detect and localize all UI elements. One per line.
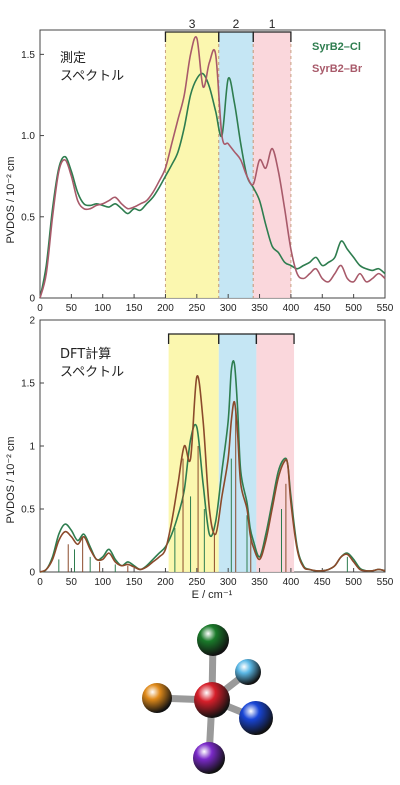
y-axis-label-bottom: PVDOS / 10⁻² cm (5, 436, 17, 523)
region-bracket (252, 31, 292, 42)
region-band (168, 334, 219, 572)
x-tick-label: 100 (94, 577, 111, 588)
annotation-dft-line2: スペクトル (60, 365, 124, 380)
y-axis-label-top: PVDOS / 10⁻² cm (5, 156, 17, 243)
y-tick-label: 0.5 (21, 212, 35, 223)
x-tick-label: 500 (345, 303, 362, 314)
x-tick-label: 550 (377, 303, 394, 314)
x-tick-label: 350 (251, 303, 268, 314)
x-tick-label: 200 (157, 577, 174, 588)
x-tick-label: 450 (314, 303, 331, 314)
x-tick-label: 150 (126, 303, 143, 314)
atom-left (142, 683, 172, 713)
x-tick-label: 100 (94, 303, 111, 314)
atom-center (194, 682, 230, 718)
y-tick-label: 0.5 (21, 505, 35, 516)
x-tick-label: 0 (37, 577, 43, 588)
x-tick-label: 450 (314, 577, 331, 588)
annotation-dft-line1: DFT計算 (60, 346, 111, 362)
x-tick-label: 300 (220, 303, 237, 314)
y-tick-label: 2 (29, 316, 35, 327)
region-bracket (255, 333, 295, 344)
x-tick-label: 400 (283, 303, 300, 314)
annotation-measured-line1: 測定 (60, 51, 86, 66)
molecule-illustration (142, 624, 273, 774)
y-tick-label: 1.0 (21, 131, 35, 142)
panel-measured: 3 2 1 0 50 100 150 200 250 300 350 400 450 500 550 0 0.5… (21, 17, 394, 314)
atom-top (197, 624, 229, 656)
x-tick-label: 350 (251, 577, 268, 588)
region-label: 3 (189, 17, 196, 31)
x-tick-label: 400 (283, 577, 300, 588)
x-tick-label: 500 (345, 577, 362, 588)
region-band (253, 32, 291, 298)
region-label: 1 (269, 17, 276, 31)
annotation-measured-line2: スペクトル (60, 69, 124, 84)
x-tick-label: 200 (157, 303, 174, 314)
panel-dft: 0 50 100 150 200 250 300 350 400 450 500 550 0 0.5 1 1.… (21, 316, 394, 589)
x-tick-label: 300 (220, 577, 237, 588)
x-tick-label: 0 (37, 303, 43, 314)
x-tick-label: 150 (126, 577, 143, 588)
y-tick-label: 1 (29, 442, 35, 453)
x-tick-label: 250 (188, 303, 205, 314)
region-band (165, 32, 219, 298)
atom-bottom (193, 742, 225, 774)
x-tick-label: 50 (66, 303, 78, 314)
legend: SyrB2–Cl SyrB2–Br (312, 41, 363, 75)
y-tick-label: 1.5 (21, 379, 35, 390)
series-line-syrb2-br (39, 36, 386, 299)
x-tick-label: 50 (66, 577, 78, 588)
series-line-syrb2-br (39, 375, 386, 573)
y-tick-label: 0 (29, 294, 35, 305)
y-tick-label: 0 (29, 568, 35, 579)
y-tick-label: 1.5 (21, 50, 35, 61)
atom-right (239, 701, 273, 735)
x-axis-label: E / cm⁻¹ (192, 589, 233, 601)
x-tick-label: 250 (188, 577, 205, 588)
x-tick-label: 550 (377, 577, 394, 588)
atom-upper-right (235, 659, 261, 685)
legend-entry-br: SyrB2–Br (312, 63, 363, 75)
region-band (218, 32, 254, 298)
region-band (256, 334, 295, 572)
series-line-syrb2-cl (39, 72, 386, 299)
legend-entry-cl: SyrB2–Cl (312, 41, 361, 53)
region-label: 2 (233, 17, 240, 31)
